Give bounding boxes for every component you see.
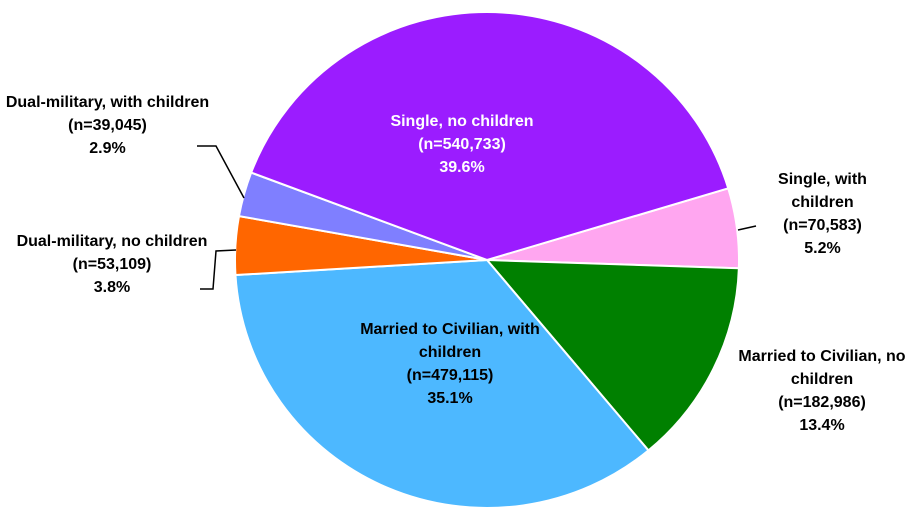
slice-count: (n=70,583) [783, 217, 862, 234]
slice-name: Dual-military, no children [16, 233, 208, 250]
leader-line [200, 249, 237, 290]
slice-name: Single, with children [778, 171, 867, 211]
slice-name: Single, no children [390, 113, 534, 130]
leader-line [737, 225, 757, 231]
pie-slice [484, 258, 740, 452]
leader-line [197, 145, 245, 199]
slice-label: Married to Civilian, no children (n=182,9… [722, 345, 917, 437]
slice-percent: 3.8% [93, 279, 131, 296]
slice-percent: 5.2% [804, 240, 841, 257]
pie-slice [234, 258, 650, 508]
slice-count: (n=540,733) [418, 136, 506, 153]
slice-count: (n=53,109) [72, 256, 152, 273]
slice-percent: 39.6% [439, 159, 485, 176]
slice-label: Dual-military, no children (n=53,109) 3.8% [12, 230, 212, 299]
slice-percent: 2.9% [89, 140, 126, 157]
slice-name: Married to Civilian, no children [738, 348, 906, 388]
slice-count: (n=479,115) [406, 367, 494, 384]
slice-label: Single, with children (n=70,583) 5.2% [745, 168, 900, 260]
pie-slice [249, 11, 730, 262]
slice-percent: 35.1% [427, 390, 473, 407]
slice-percent: 13.4% [799, 417, 845, 434]
slice-count: (n=182,986) [778, 394, 866, 411]
slice-label: Single, no children (n=540,733) 39.6% [362, 110, 562, 179]
slice-label: Married to Civilian, with children (n=479… [330, 318, 570, 410]
slice-name: Dual-military, with children [5, 94, 210, 111]
slice-name: Married to Civilian, with children [360, 321, 540, 361]
slice-label: Dual-military, with children (n=39,045) 2.… [0, 91, 215, 160]
slice-count: (n=39,045) [68, 117, 147, 134]
